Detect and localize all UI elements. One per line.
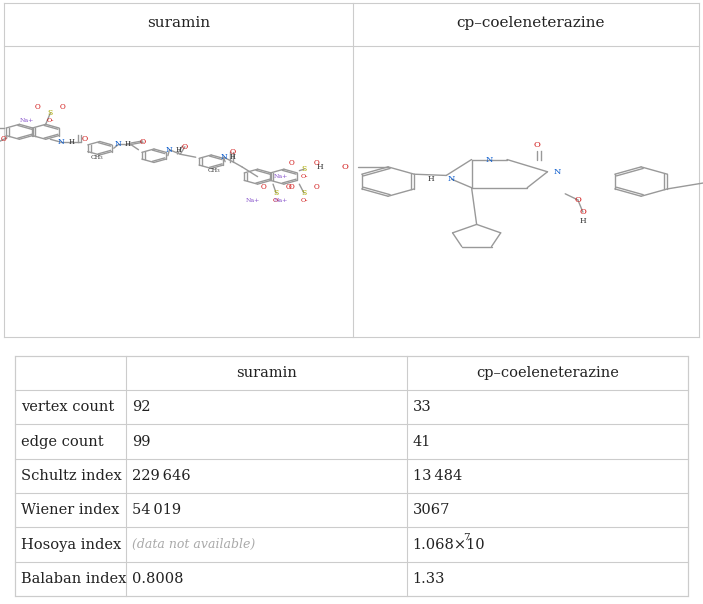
Text: N: N <box>58 138 65 146</box>
Text: Na+: Na+ <box>246 198 260 203</box>
Text: O: O <box>82 135 87 143</box>
Text: vertex count: vertex count <box>21 400 114 414</box>
Text: O: O <box>230 148 236 156</box>
Text: N: N <box>220 153 227 161</box>
Text: 13 484: 13 484 <box>413 469 462 483</box>
Text: 99: 99 <box>131 435 150 449</box>
Text: O: O <box>574 196 581 204</box>
Text: 33: 33 <box>413 400 432 414</box>
Text: H: H <box>427 175 434 183</box>
Text: cp–coeleneterazine: cp–coeleneterazine <box>456 16 605 30</box>
Text: O: O <box>342 163 349 171</box>
Text: S: S <box>302 189 307 197</box>
Text: O: O <box>579 208 586 216</box>
Text: 54 019: 54 019 <box>131 503 181 517</box>
Text: 7: 7 <box>463 533 470 542</box>
Text: S: S <box>48 109 53 117</box>
Text: (data not available): (data not available) <box>131 538 255 551</box>
Text: O-: O- <box>300 198 308 203</box>
Text: O: O <box>60 103 65 111</box>
Text: H: H <box>176 146 181 154</box>
Text: O: O <box>285 183 291 191</box>
Text: N: N <box>448 175 455 183</box>
Text: N: N <box>166 146 173 154</box>
Text: cp–coeleneterazine: cp–coeleneterazine <box>476 366 619 380</box>
Text: N: N <box>115 141 122 149</box>
Text: Balaban index: Balaban index <box>21 572 127 586</box>
Text: S: S <box>302 165 307 173</box>
Text: O: O <box>140 138 146 146</box>
Text: N: N <box>486 155 493 164</box>
Text: O: O <box>1 135 7 143</box>
Text: O-: O- <box>300 174 308 179</box>
Text: 1.068×10: 1.068×10 <box>413 538 485 551</box>
Text: O-: O- <box>272 198 280 203</box>
Text: O: O <box>314 159 319 167</box>
Text: 41: 41 <box>413 435 431 449</box>
Text: O: O <box>289 159 295 167</box>
Text: edge count: edge count <box>21 435 103 449</box>
Text: 0.8008: 0.8008 <box>131 572 183 586</box>
Text: H: H <box>69 138 75 146</box>
Text: O-: O- <box>46 118 54 123</box>
Text: H: H <box>230 153 236 161</box>
Text: 3067: 3067 <box>413 503 450 517</box>
Text: O: O <box>35 103 41 111</box>
Text: O: O <box>289 183 295 191</box>
Text: suramin: suramin <box>147 16 210 30</box>
Text: H: H <box>579 217 586 225</box>
Text: 92: 92 <box>131 400 150 414</box>
Text: O: O <box>261 183 266 191</box>
Text: H: H <box>124 141 131 149</box>
Text: O: O <box>182 143 188 151</box>
Text: H: H <box>316 163 323 171</box>
Text: N: N <box>554 168 561 176</box>
Text: Schultz index: Schultz index <box>21 469 122 483</box>
Text: 229 646: 229 646 <box>131 469 191 483</box>
Text: O: O <box>314 183 319 191</box>
Text: Na+: Na+ <box>273 198 288 203</box>
Text: Hosoya index: Hosoya index <box>21 538 121 551</box>
Text: Na+: Na+ <box>20 118 34 123</box>
Text: 1.33: 1.33 <box>413 572 445 586</box>
Text: CH₃: CH₃ <box>91 155 103 159</box>
Text: Na+: Na+ <box>273 174 288 179</box>
Text: Wiener index: Wiener index <box>21 503 120 517</box>
Text: CH₃: CH₃ <box>208 168 221 173</box>
Text: suramin: suramin <box>236 366 297 380</box>
Text: S: S <box>273 189 279 197</box>
Text: O: O <box>534 141 541 149</box>
